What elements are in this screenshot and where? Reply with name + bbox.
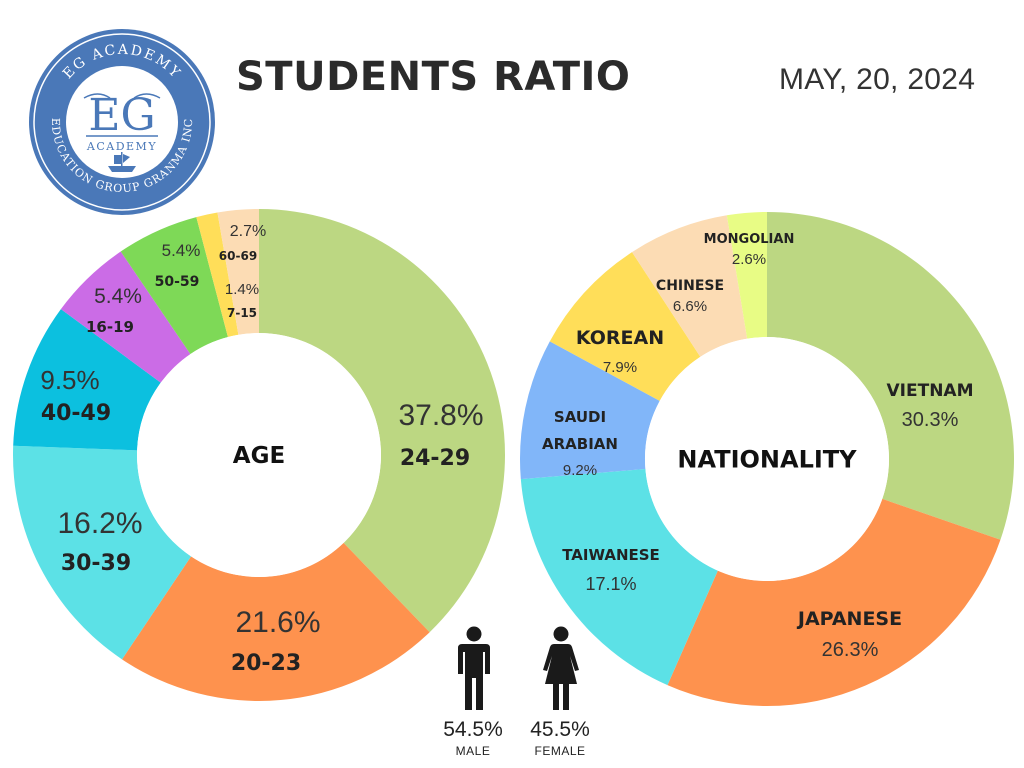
female-percent: 45.5% bbox=[530, 718, 590, 741]
female-stat: 45.5% FEMALE bbox=[515, 718, 605, 758]
slice-value-50-59: 5.4% bbox=[162, 241, 201, 260]
report-date: MAY, 20, 2024 bbox=[779, 63, 976, 96]
page-title: STUDENTS RATIO bbox=[236, 54, 631, 100]
slice-value-40-49: 9.5% bbox=[40, 365, 99, 395]
slice-label-7-15: 7-15 bbox=[227, 306, 257, 320]
eg-academy-logo: EG ACADEMY EDUCATION GROUP GRANMA INC EG… bbox=[29, 29, 215, 215]
donut-slice-16-19 bbox=[60, 251, 191, 383]
slice-label-40-49: 40-49 bbox=[41, 401, 111, 426]
slice-label-50-59: 50-59 bbox=[155, 274, 200, 290]
slice-label-mongolian: MONGOLIAN bbox=[704, 232, 795, 247]
slice-label-vietnam: VIETNAM bbox=[887, 381, 974, 401]
donut-slice-korean bbox=[549, 252, 701, 401]
slice-value-60-69: 2.7% bbox=[230, 223, 266, 240]
slice-value-16-19: 5.4% bbox=[94, 285, 142, 308]
donut-center-label: AGE bbox=[233, 443, 285, 469]
slice-label-chinese: CHINESE bbox=[656, 278, 724, 294]
slice-label-20-23: 20-23 bbox=[231, 651, 301, 676]
male-label: MALE bbox=[455, 744, 491, 758]
slice-label-saudi-arabian-0: SAUDI bbox=[554, 408, 606, 426]
donut-slice-40-49 bbox=[13, 309, 161, 451]
donut-slice-chinese bbox=[632, 215, 748, 357]
donut-center-label: NATIONALITY bbox=[677, 445, 857, 473]
slice-value-taiwanese: 17.1% bbox=[585, 574, 636, 594]
female-person-icon bbox=[543, 626, 579, 710]
donut-slice-50-59 bbox=[120, 217, 228, 355]
ship-icon bbox=[108, 152, 136, 172]
slice-label-60-69: 60-69 bbox=[219, 249, 257, 263]
female-label: FEMALE bbox=[534, 744, 586, 758]
donut-slice-vietnam bbox=[767, 212, 1015, 540]
slice-value-chinese: 6.6% bbox=[673, 298, 707, 315]
donut-hole bbox=[645, 337, 889, 581]
donut-slice-30-39 bbox=[12, 445, 192, 660]
slice-value-24-29: 37.8% bbox=[398, 399, 483, 432]
male-person-icon bbox=[458, 626, 490, 710]
male-stat: 54.5% MALE bbox=[428, 718, 518, 758]
donut-slice-saudi-arabian bbox=[519, 341, 660, 480]
slice-value-vietnam: 30.3% bbox=[902, 409, 959, 431]
slice-label-30-39: 30-39 bbox=[61, 551, 131, 576]
slice-label-japanese: JAPANESE bbox=[796, 608, 902, 630]
donut-slice-mongolian bbox=[726, 212, 767, 339]
slice-value-30-39: 16.2% bbox=[57, 507, 142, 540]
male-percent: 54.5% bbox=[443, 718, 503, 741]
slice-value-7-15: 1.4% bbox=[225, 281, 259, 298]
slice-label-16-19: 16-19 bbox=[86, 318, 134, 336]
donut-slice-taiwanese bbox=[520, 468, 718, 686]
slice-value-saudi-arabian: 9.2% bbox=[563, 462, 597, 479]
slice-value-20-23: 21.6% bbox=[235, 606, 320, 639]
slice-value-mongolian: 2.6% bbox=[732, 251, 766, 268]
donut-slice-20-23 bbox=[122, 542, 430, 701]
logo-sub-text: ACADEMY bbox=[86, 140, 157, 153]
donut-slice-7-15 bbox=[196, 212, 239, 338]
slice-label-24-29: 24-29 bbox=[400, 446, 470, 471]
slice-value-korean: 7.9% bbox=[603, 359, 637, 376]
slice-label-saudi-arabian-1: ARABIAN bbox=[542, 435, 618, 453]
donut-slice-60-69 bbox=[217, 209, 259, 335]
donut-hole bbox=[137, 333, 381, 577]
slice-label-taiwanese: TAIWANESE bbox=[562, 546, 660, 564]
donut-slice-japanese bbox=[667, 498, 1001, 706]
slice-value-japanese: 26.3% bbox=[822, 639, 879, 661]
logo-main-text: EG bbox=[88, 90, 155, 141]
donut-slice-24-29 bbox=[259, 209, 505, 633]
slice-label-korean: KOREAN bbox=[576, 327, 664, 349]
